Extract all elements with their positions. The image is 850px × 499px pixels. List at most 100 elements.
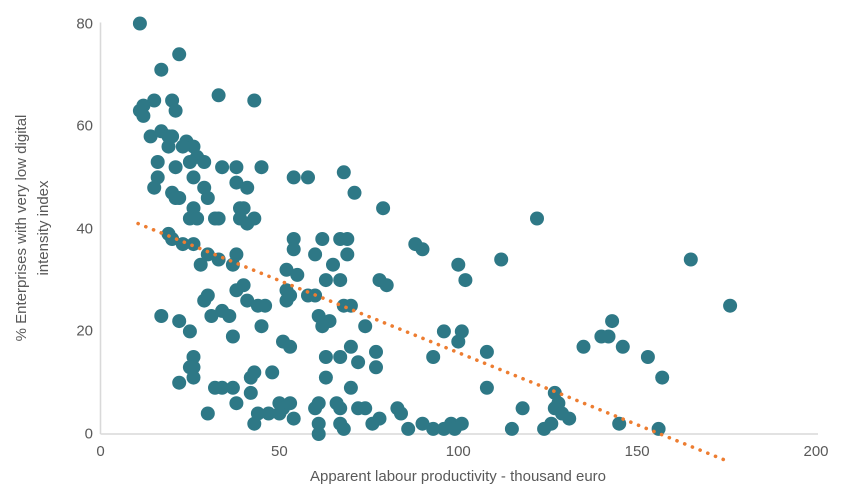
data-point bbox=[283, 339, 298, 354]
data-point bbox=[358, 319, 373, 334]
data-point bbox=[211, 88, 226, 103]
data-point bbox=[247, 416, 262, 431]
y-axis-title-line1: % Enterprises with very low digital bbox=[13, 114, 30, 342]
data-point bbox=[318, 370, 333, 385]
data-point bbox=[283, 288, 298, 303]
data-point bbox=[182, 324, 197, 339]
data-point bbox=[562, 411, 577, 426]
data-point bbox=[200, 191, 215, 205]
data-point bbox=[154, 62, 169, 77]
data-point bbox=[168, 160, 183, 175]
data-point bbox=[394, 406, 408, 421]
data-point bbox=[351, 355, 366, 370]
x-tick-label: 150 bbox=[624, 443, 650, 460]
data-point bbox=[261, 406, 276, 421]
data-point bbox=[376, 201, 391, 216]
data-point bbox=[222, 309, 237, 323]
data-point bbox=[240, 293, 255, 308]
data-point bbox=[311, 427, 326, 441]
data-point bbox=[247, 211, 262, 226]
data-point bbox=[333, 273, 348, 288]
data-point bbox=[200, 288, 215, 303]
data-point bbox=[172, 47, 187, 62]
data-point bbox=[136, 108, 151, 123]
data-point bbox=[436, 324, 451, 339]
data-point bbox=[530, 211, 544, 226]
data-point bbox=[172, 191, 187, 205]
data-point bbox=[336, 165, 351, 180]
data-point bbox=[683, 252, 698, 267]
data-point bbox=[229, 283, 244, 298]
data-point bbox=[311, 396, 326, 411]
data-point bbox=[458, 273, 473, 288]
y-tick-label: 0 bbox=[84, 425, 93, 443]
data-point bbox=[243, 385, 258, 400]
data-point bbox=[175, 139, 190, 154]
data-point bbox=[655, 370, 670, 385]
data-point bbox=[343, 339, 358, 354]
data-point bbox=[315, 319, 330, 334]
x-tick-label: 200 bbox=[803, 443, 829, 460]
data-point bbox=[369, 344, 383, 359]
data-point bbox=[247, 365, 262, 380]
data-point bbox=[347, 185, 362, 200]
data-point bbox=[211, 211, 226, 226]
data-point bbox=[172, 314, 187, 329]
data-point bbox=[193, 257, 208, 272]
data-point bbox=[254, 160, 269, 175]
data-point bbox=[723, 298, 738, 313]
data-point bbox=[254, 319, 269, 334]
data-point bbox=[315, 232, 330, 246]
data-point bbox=[182, 155, 197, 169]
trend-line bbox=[136, 221, 732, 465]
data-point bbox=[479, 344, 494, 359]
data-point bbox=[286, 170, 301, 185]
data-point bbox=[200, 406, 215, 421]
data-point bbox=[150, 155, 165, 169]
y-tick-label: 60 bbox=[76, 117, 93, 135]
data-point bbox=[265, 365, 280, 380]
data-point bbox=[229, 396, 244, 411]
data-point bbox=[401, 421, 416, 436]
data-point bbox=[447, 421, 462, 436]
y-tick-label: 20 bbox=[76, 322, 93, 340]
data-point bbox=[286, 411, 301, 426]
data-point bbox=[340, 247, 355, 262]
data-point bbox=[340, 232, 355, 246]
data-point bbox=[605, 314, 620, 329]
data-point bbox=[504, 421, 519, 436]
data-point bbox=[168, 103, 183, 118]
data-point bbox=[379, 278, 394, 293]
data-point bbox=[204, 309, 219, 323]
data-point bbox=[426, 421, 441, 436]
data-point bbox=[576, 339, 591, 354]
x-axis-title: Apparent labour productivity - thousand … bbox=[309, 468, 607, 485]
x-tick-label: 0 bbox=[96, 443, 105, 460]
data-point bbox=[426, 350, 441, 364]
data-point bbox=[258, 298, 273, 313]
y-tick-label: 40 bbox=[76, 220, 93, 238]
data-point bbox=[615, 339, 630, 354]
data-point bbox=[318, 350, 333, 364]
data-point bbox=[186, 170, 201, 185]
data-point bbox=[343, 380, 358, 395]
x-tick-label: 100 bbox=[445, 443, 471, 460]
data-point bbox=[197, 155, 212, 169]
data-point bbox=[369, 360, 383, 375]
data-point bbox=[308, 247, 323, 262]
data-point bbox=[175, 237, 190, 252]
data-point bbox=[279, 262, 294, 277]
data-point bbox=[479, 380, 494, 395]
data-point bbox=[172, 375, 187, 390]
data-point bbox=[651, 421, 666, 436]
data-point bbox=[601, 329, 616, 344]
data-point bbox=[200, 247, 215, 262]
data-point bbox=[318, 273, 333, 288]
y-axis-title-line2: intensity index bbox=[35, 180, 52, 276]
data-point bbox=[186, 370, 201, 385]
data-point bbox=[326, 257, 340, 272]
data-point bbox=[451, 334, 466, 349]
data-point bbox=[132, 16, 147, 31]
